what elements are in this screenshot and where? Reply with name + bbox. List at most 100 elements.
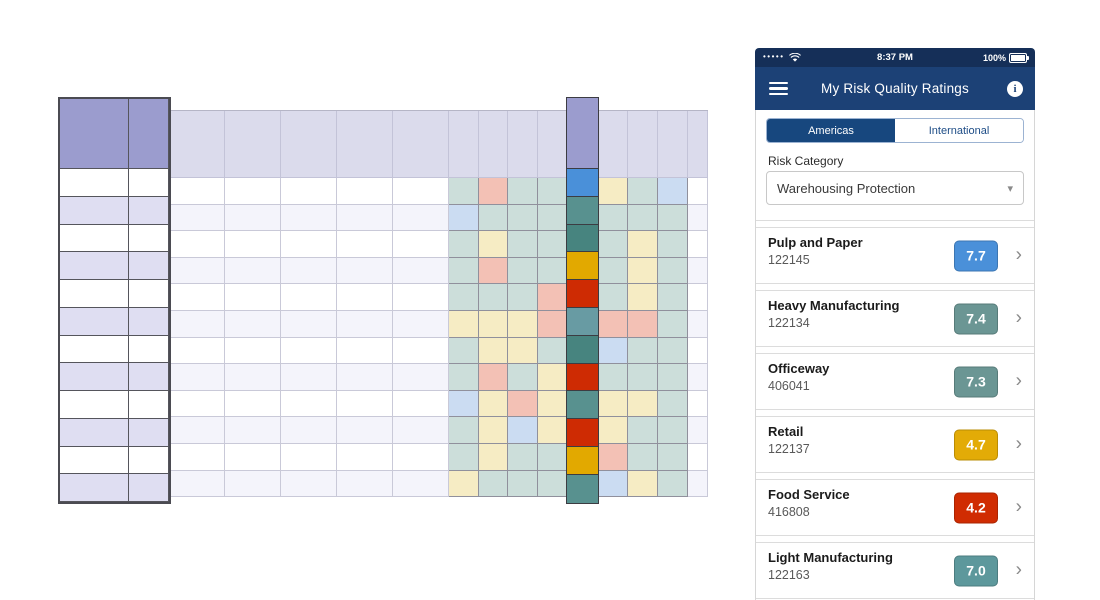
grid-cell: [225, 417, 281, 444]
grid-cell: [337, 310, 393, 338]
battery-icon: [1009, 52, 1029, 63]
info-icon[interactable]: i: [1007, 80, 1023, 97]
grid-cell: [225, 310, 281, 338]
grid-cell: [225, 204, 281, 232]
grid-cell: [393, 310, 449, 338]
grid-cell: [628, 470, 658, 498]
grid-cell: [538, 337, 567, 365]
grid-header-cell: [628, 111, 658, 178]
grid-cell: [393, 364, 449, 391]
grid-cell: [658, 364, 688, 391]
grid-cell: [598, 178, 628, 205]
selected-column-cell[interactable]: [567, 280, 598, 308]
grid-cell: [169, 178, 225, 205]
chevron-right-icon[interactable]: ›: [1015, 370, 1022, 392]
frozen-cell: [129, 169, 169, 197]
grid-cell: [169, 257, 225, 285]
grid-cell: [479, 310, 508, 338]
grid-cell: [538, 204, 567, 232]
grid-cell: [337, 178, 393, 205]
grid-cell: [688, 364, 708, 391]
frozen-left-columns: [58, 97, 171, 504]
selected-column-cell[interactable]: [567, 335, 598, 364]
grid-cell: [393, 204, 449, 232]
grid-header-cell: [449, 111, 479, 178]
grid-cell: [281, 470, 337, 498]
chevron-right-icon[interactable]: ›: [1015, 496, 1022, 518]
selected-column-cell[interactable]: [567, 252, 598, 281]
grid-cell: [508, 443, 538, 471]
grid-cell: [169, 470, 225, 498]
selected-column-cell[interactable]: [567, 196, 598, 225]
rating-name: Officeway: [768, 361, 830, 376]
frozen-cell: [60, 196, 129, 225]
grid-cell: [337, 390, 393, 418]
grid-cell: [337, 204, 393, 232]
grid-cell: [508, 470, 538, 498]
grid-cell: [628, 337, 658, 365]
grid-cell: [281, 231, 337, 258]
grid-cell: [337, 417, 393, 444]
filter-controls: Americas International Risk Category War…: [756, 110, 1034, 221]
grid-cell: [281, 178, 337, 205]
grid-cell: [225, 178, 281, 205]
risk-category-select[interactable]: Warehousing Protection ▾: [766, 171, 1024, 205]
grid-cell: [281, 337, 337, 365]
rating-list-item[interactable]: Retail 122137 4.7 ›: [756, 416, 1034, 473]
grid-cell: [598, 390, 628, 418]
chevron-right-icon[interactable]: ›: [1015, 433, 1022, 455]
grid-cell: [688, 417, 708, 444]
grid-cell: [281, 284, 337, 311]
chevron-right-icon[interactable]: ›: [1015, 244, 1022, 266]
selected-column-header[interactable]: [567, 98, 598, 169]
grid-cell: [479, 231, 508, 258]
grid-cell: [393, 443, 449, 471]
chevron-right-icon[interactable]: ›: [1015, 307, 1022, 329]
grid-cell: [628, 364, 658, 391]
grid-cell: [628, 231, 658, 258]
grid-cell: [479, 417, 508, 444]
grid-cell: [658, 284, 688, 311]
frozen-cell: [129, 224, 169, 253]
rating-list-item[interactable]: Light Manufacturing 122163 7.0 ›: [756, 542, 1034, 599]
grid-cell: [169, 390, 225, 418]
grid-cell: [688, 284, 708, 311]
selected-column-overlay[interactable]: [566, 97, 599, 504]
selected-column-cell[interactable]: [567, 224, 598, 253]
grid-cell: [508, 310, 538, 338]
selected-column-cell[interactable]: [567, 307, 598, 336]
grid-cell: [169, 364, 225, 391]
grid-cell: [598, 364, 628, 391]
tab-international[interactable]: International: [895, 119, 1023, 142]
phone-mockup: ••••• 8:37 PM 100% My Risk Quality Ratin…: [755, 48, 1035, 600]
grid-cell: [169, 284, 225, 311]
grid-cell: [508, 417, 538, 444]
grid-cell: [658, 257, 688, 285]
grid-cell: [538, 257, 567, 285]
chevron-right-icon[interactable]: ›: [1015, 559, 1022, 581]
selected-column-cell[interactable]: [567, 446, 598, 475]
grid-cell: [169, 417, 225, 444]
grid-cell: [688, 337, 708, 365]
grid-cell: [508, 284, 538, 311]
rating-list-item[interactable]: Heavy Manufacturing 122134 7.4 ›: [756, 290, 1034, 347]
grid-cell: [393, 390, 449, 418]
selected-column-cell[interactable]: [567, 474, 598, 503]
frozen-cell: [60, 446, 129, 475]
rating-list-item[interactable]: Food Service 416808 4.2 ›: [756, 479, 1034, 536]
selected-column-cell[interactable]: [567, 363, 598, 392]
grid-cell: [628, 310, 658, 338]
chevron-down-icon: ▾: [1007, 182, 1013, 195]
tab-americas[interactable]: Americas: [767, 119, 895, 142]
selected-column-cell[interactable]: [567, 419, 598, 447]
grid-cell: [281, 364, 337, 391]
grid-cell: [393, 231, 449, 258]
rating-list-item[interactable]: Pulp and Paper 122145 7.7 ›: [756, 227, 1034, 284]
grid-cell: [538, 231, 567, 258]
selected-column-cell[interactable]: [567, 391, 598, 420]
region-tabs: Americas International: [766, 118, 1024, 143]
selected-column-cell[interactable]: [567, 169, 598, 197]
menu-icon[interactable]: [769, 79, 788, 99]
rating-list-item[interactable]: Officeway 406041 7.3 ›: [756, 353, 1034, 410]
grid-cell: [628, 178, 658, 205]
